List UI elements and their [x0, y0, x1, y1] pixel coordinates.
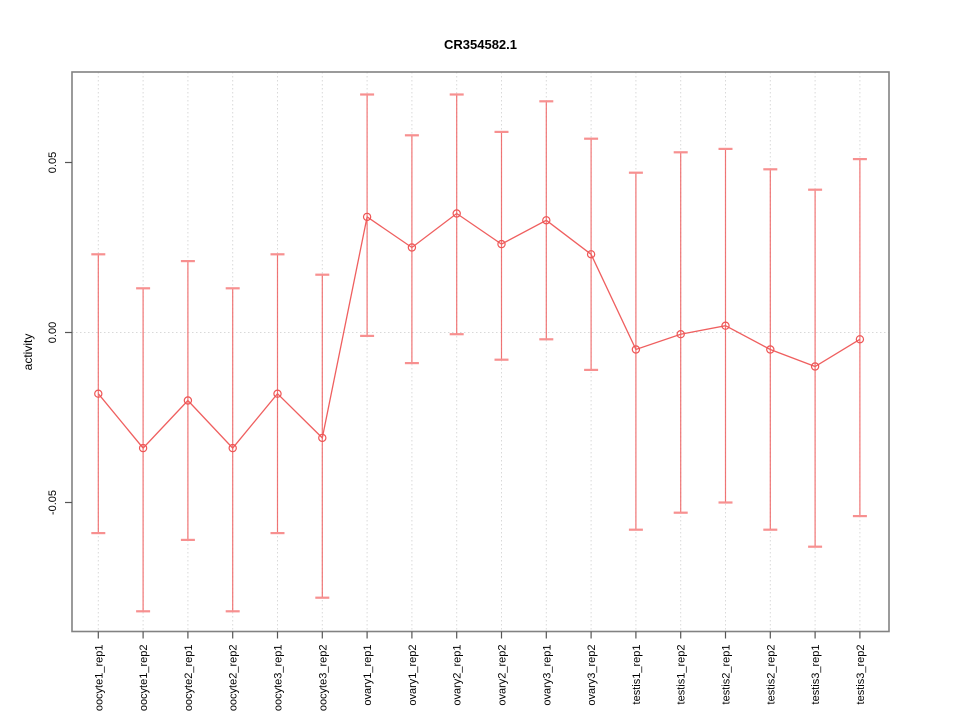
chart-title: CR354582.1	[444, 37, 517, 52]
data-point	[721, 321, 730, 330]
x-tick-label: ovary1_rep1	[362, 645, 374, 706]
x-tick-label: oocyte2_rep2	[228, 645, 240, 712]
data-point	[676, 330, 685, 339]
x-tick-label: testis2_rep2	[765, 645, 777, 705]
x-tick-label: oocyte1_rep1	[93, 645, 105, 712]
data-point	[497, 239, 506, 249]
x-tick-label: ovary3_rep1	[541, 645, 553, 706]
x-tick-label: testis1_rep1	[631, 645, 643, 705]
x-tick-label: oocyte3_rep2	[317, 645, 329, 712]
x-tick-label: testis3_rep1	[810, 645, 822, 705]
data-point	[407, 243, 417, 252]
x-tick-label: ovary2_rep2	[497, 645, 509, 706]
data-point	[766, 345, 775, 354]
data-point	[542, 216, 551, 225]
y-tick-label: -0.05	[47, 490, 59, 515]
data-point	[586, 250, 596, 259]
x-tick-label: testis1_rep2	[676, 645, 688, 705]
data-point	[855, 335, 865, 344]
x-tick-label: testis3_rep2	[855, 645, 867, 705]
data-point	[94, 389, 103, 398]
plot-border	[71, 71, 890, 633]
x-tick-label: testis2_rep1	[721, 645, 733, 705]
x-tick-label: ovary2_rep1	[452, 645, 464, 706]
data-point	[318, 433, 327, 443]
data-point	[138, 443, 148, 453]
x-tick-label: ovary1_rep2	[407, 645, 419, 706]
data-point	[631, 345, 641, 354]
data-point	[273, 389, 282, 398]
x-tick-label: ovary3_rep2	[586, 645, 598, 706]
y-tick-label: 0.00	[47, 322, 59, 343]
data-point	[362, 212, 372, 222]
y-tick-label: 0.05	[47, 152, 59, 173]
x-tick-label: oocyte1_rep2	[138, 645, 150, 712]
data-point	[228, 443, 237, 453]
data-point	[183, 396, 193, 405]
data-point	[452, 209, 461, 218]
x-tick-label: oocyte2_rep1	[183, 645, 195, 712]
series-line	[97, 212, 861, 450]
x-tick-label: oocyte3_rep1	[273, 645, 285, 712]
data-point	[810, 362, 820, 371]
